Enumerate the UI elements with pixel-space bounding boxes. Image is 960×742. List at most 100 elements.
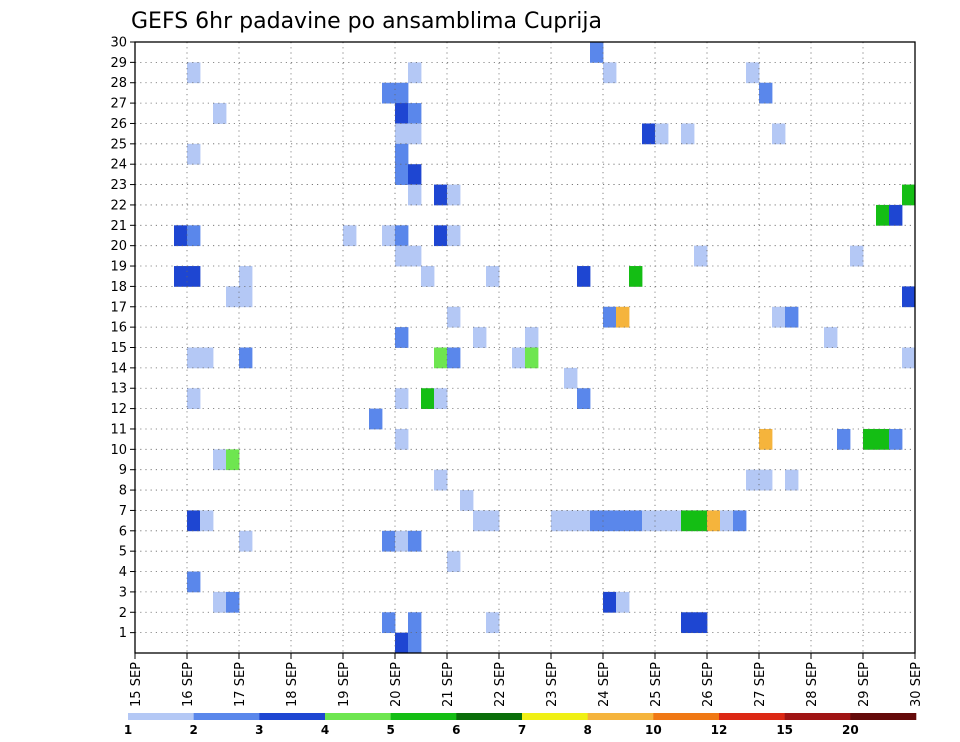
y-tick-label: 22 [110, 198, 127, 213]
x-tick-label: 17 SEP [233, 662, 248, 707]
heatmap-cell [863, 428, 877, 450]
heatmap-cell [187, 510, 201, 532]
colorbar-label: 3 [255, 723, 263, 737]
y-tick-label: 6 [119, 524, 127, 539]
colorbar: 1 2 3 4 5 6 7 8 10 12 15 20 [124, 713, 917, 737]
y-tick-label: 26 [110, 117, 127, 132]
colorbar-swatch [522, 713, 588, 720]
y-tick-label: 2 [119, 606, 127, 621]
heatmap-cell [577, 388, 591, 409]
heatmap-cell [226, 286, 240, 308]
colorbar-label: 15 [776, 723, 793, 737]
heatmap-cell [187, 571, 201, 593]
colorbar-swatch [390, 713, 457, 720]
heatmap-cell [720, 510, 734, 532]
y-tick-label: 10 [110, 443, 127, 458]
y-tick-label: 21 [110, 219, 127, 234]
heatmap-cell [239, 530, 253, 552]
y-tick-label: 1 [119, 626, 127, 641]
y-tick-label: 19 [110, 260, 127, 275]
heatmap-cell [382, 612, 396, 634]
heatmap-cell [421, 388, 435, 409]
heatmap-cell [772, 123, 786, 145]
heatmap-cell [174, 225, 188, 247]
heatmap-cell [707, 510, 721, 532]
heatmap-cell [564, 510, 578, 532]
heatmap-cell [395, 143, 409, 165]
x-tick-label: 27 SEP [753, 662, 768, 707]
heatmap-cell [213, 449, 227, 471]
y-tick-label: 5 [119, 545, 127, 560]
y-tick-label: 23 [110, 178, 127, 193]
heatmap-cell [746, 62, 760, 84]
colorbar-label: 12 [711, 723, 728, 737]
heatmap-cell [824, 327, 838, 348]
colorbar-label: 5 [386, 723, 394, 737]
heatmap-cell [473, 327, 487, 348]
x-tick-label: 25 SEP [649, 662, 664, 707]
heatmap-cell [460, 490, 474, 511]
y-tick-label: 25 [110, 137, 127, 152]
heatmap-cell [590, 42, 604, 63]
heatmap-cell [733, 510, 747, 532]
heatmap-cell [902, 347, 916, 369]
x-tick-label: 23 SEP [545, 662, 560, 707]
y-tick-label: 30 [110, 36, 127, 51]
heatmap-cell [447, 225, 461, 247]
y-tick-label: 24 [110, 158, 127, 173]
heatmap-cell [395, 428, 409, 450]
heatmap-cell [382, 225, 396, 247]
y-tick-label: 3 [119, 585, 127, 600]
heatmap-cell [434, 225, 448, 247]
heatmap-cell [395, 245, 409, 267]
y-tick-label: 11 [110, 422, 127, 437]
y-tick-label: 27 [110, 97, 127, 112]
heatmap-cell [655, 123, 669, 145]
heatmap-cell [395, 530, 409, 552]
heatmap-cell [746, 469, 760, 491]
colorbar-label: 20 [842, 723, 859, 737]
heatmap-cell [226, 591, 240, 613]
heatmap-cell [681, 510, 695, 532]
colorbar-swatch [653, 713, 720, 720]
y-axis: 1234567891011121314151617181920212223242… [110, 36, 135, 641]
x-tick-label: 15 SEP [129, 662, 144, 707]
heatmap-cell [473, 510, 487, 532]
heatmap-cell [603, 510, 617, 532]
heatmap-cell [785, 469, 799, 491]
heatmap-cell [616, 306, 630, 328]
heatmap-cell [603, 591, 617, 613]
heatmap-cell [486, 266, 500, 287]
heatmap-cell [434, 347, 448, 369]
heatmap-cell [239, 286, 253, 308]
heatmap-cell [590, 510, 604, 532]
x-tick-label: 24 SEP [597, 662, 612, 707]
heatmap-cell [603, 62, 617, 84]
y-tick-label: 17 [110, 300, 127, 315]
heatmap-cell [694, 612, 708, 634]
heatmap-cell [239, 266, 253, 287]
y-tick-label: 8 [119, 484, 127, 499]
chart-title: GEFS 6hr padavine po ansamblima Cuprija [131, 9, 602, 34]
heatmap-cell [785, 306, 799, 328]
heatmap-cell [759, 82, 773, 104]
heatmap-cell [408, 184, 422, 206]
heatmap-cell [434, 469, 448, 491]
heatmap-cell [577, 266, 591, 287]
x-tick-label: 26 SEP [701, 662, 716, 707]
heatmap-cell [551, 510, 565, 532]
heatmap-cell [408, 62, 422, 84]
heatmap-cell [395, 103, 409, 124]
heatmap-cell [226, 449, 240, 471]
heatmap-cell [447, 184, 461, 206]
heatmap-cell [655, 510, 669, 532]
heatmap-cell [395, 327, 409, 348]
heatmap-cell [382, 82, 396, 104]
x-tick-label: 29 SEP [857, 662, 872, 707]
heatmap-cell [395, 388, 409, 409]
y-tick-label: 16 [110, 321, 127, 336]
x-tick-label: 21 SEP [441, 662, 456, 707]
heatmap-cell [434, 184, 448, 206]
x-tick-label: 22 SEP [493, 662, 508, 707]
heatmap-cell [187, 62, 201, 84]
